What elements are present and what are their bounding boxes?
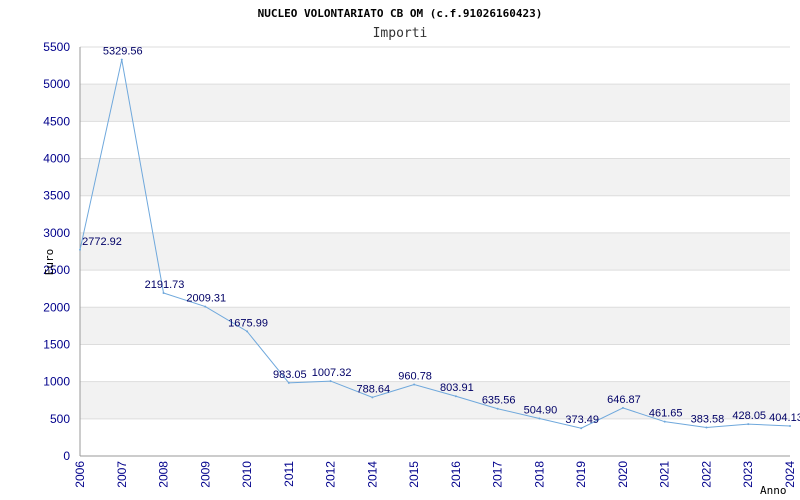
y-tick-label: 4500	[43, 114, 70, 128]
axes	[79, 47, 790, 457]
data-label: 635.56	[482, 395, 516, 407]
x-tick-label: 2011	[282, 461, 296, 487]
data-point	[538, 417, 541, 420]
y-tick-label: 4000	[43, 152, 70, 166]
data-label: 461.65	[649, 408, 683, 420]
x-axis-label: Anno	[760, 484, 787, 497]
x-tick-label: 2012	[324, 461, 338, 488]
data-label: 983.05	[273, 369, 307, 381]
y-tick-label: 1000	[43, 375, 70, 389]
x-tick-label: 2007	[115, 461, 129, 488]
data-label: 788.64	[357, 383, 391, 395]
data-point	[204, 305, 207, 308]
x-tick-label: 2015	[407, 461, 421, 488]
x-tick-label: 2023	[741, 461, 755, 488]
data-label: 960.78	[398, 371, 432, 383]
x-tick-label: 2024	[783, 461, 797, 488]
chart-title: NUCLEO VOLONTARIATO CB OM (c.f.910261604…	[258, 7, 543, 20]
x-tick-label: 2021	[658, 461, 672, 488]
x-tick-label: 2009	[198, 461, 212, 488]
data-label: 2009.31	[186, 293, 226, 305]
data-point	[413, 383, 416, 386]
series-polyline	[79, 59, 791, 429]
data-point	[789, 424, 791, 427]
data-point	[246, 330, 249, 333]
data-label: 2191.73	[145, 279, 185, 291]
data-point	[120, 58, 123, 61]
x-tick-label: 2018	[532, 461, 546, 488]
grid-band	[80, 307, 790, 345]
series-line	[79, 58, 791, 430]
data-point	[663, 420, 666, 423]
grid-band	[80, 84, 790, 122]
data-label: 803.91	[440, 382, 474, 394]
data-point	[454, 395, 457, 398]
x-tick-label: 2008	[157, 461, 171, 488]
x-tick-label: 2022	[699, 461, 713, 488]
data-point	[371, 396, 374, 399]
y-tick-label: 5000	[43, 77, 70, 91]
data-label: 1675.99	[228, 317, 268, 329]
data-point	[705, 426, 708, 429]
data-point	[747, 423, 750, 426]
data-label: 428.05	[732, 410, 766, 422]
y-tick-label: 2500	[43, 263, 70, 277]
data-label: 5329.56	[103, 46, 143, 58]
x-tick-label: 2017	[491, 461, 505, 488]
y-tick-label: 1500	[43, 337, 70, 351]
x-axis-ticks: 2006 2007 2008 2009 2010 2011 2012 2014 2015 2016…	[73, 461, 797, 488]
chart-subtitle: Importi	[373, 26, 428, 41]
grid-bands	[80, 84, 790, 419]
x-tick-label: 2020	[616, 461, 630, 488]
data-label: 504.90	[524, 404, 558, 416]
grid-band	[80, 381, 790, 419]
x-tick-label: 2006	[73, 461, 87, 488]
x-tick-label: 2016	[449, 461, 463, 488]
y-tick-label: 0	[63, 449, 70, 463]
y-tick-label: 5500	[43, 40, 70, 54]
y-tick-label: 2000	[43, 300, 70, 314]
y-tick-label: 3500	[43, 189, 70, 203]
data-point	[621, 406, 624, 409]
data-label: 404.13	[769, 412, 800, 424]
grid-band	[80, 158, 790, 196]
y-axis-ticks: 0 500 1000 1500 2000 2500 3000 3500 4000 4500 5000…	[43, 40, 70, 463]
data-label: 383.58	[691, 413, 725, 425]
data-point	[162, 292, 165, 295]
y-tick-label: 500	[50, 412, 70, 426]
y-tick-label: 3000	[43, 226, 70, 240]
data-label: 2772.92	[82, 236, 122, 248]
data-label: 373.49	[565, 414, 599, 426]
data-point	[79, 248, 81, 251]
data-point	[329, 380, 332, 383]
grid-lines	[80, 46, 790, 457]
data-point	[580, 427, 583, 430]
x-tick-label: 2014	[365, 461, 379, 488]
x-tick-label: 2019	[574, 461, 588, 488]
data-label: 1007.32	[312, 367, 352, 379]
data-point	[287, 381, 290, 384]
data-label: 646.87	[607, 394, 641, 406]
grid-band	[80, 232, 790, 271]
data-point	[496, 407, 499, 410]
y-axis-label: Euro	[43, 249, 56, 276]
x-tick-label: 2010	[240, 461, 254, 488]
